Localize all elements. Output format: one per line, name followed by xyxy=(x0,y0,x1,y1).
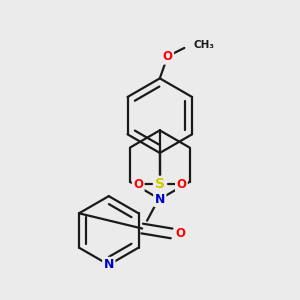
Text: O: O xyxy=(133,178,143,191)
Text: O: O xyxy=(176,178,186,191)
Text: O: O xyxy=(163,50,173,63)
Text: CH₃: CH₃ xyxy=(193,40,214,50)
Text: N: N xyxy=(154,193,165,206)
Text: S: S xyxy=(155,177,165,191)
Text: O: O xyxy=(176,227,185,240)
Text: N: N xyxy=(103,258,114,271)
